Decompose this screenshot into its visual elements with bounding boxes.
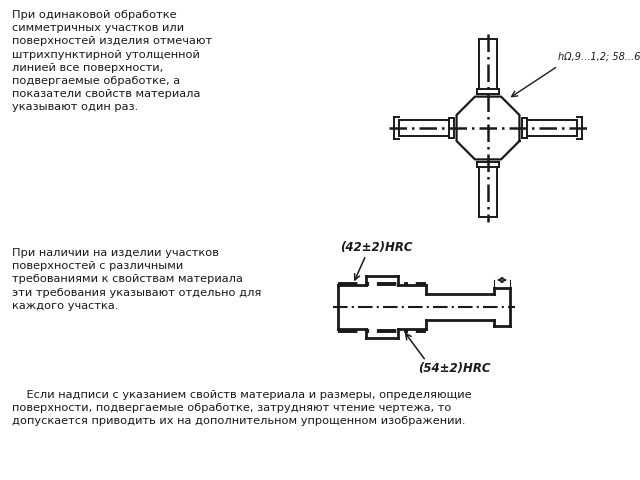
Text: При одинаковой обработке
симметричных участков или
поверхностей изделия отмечают: При одинаковой обработке симметричных уч… (12, 10, 212, 112)
Text: (54±2)HRC: (54±2)HRC (418, 362, 490, 375)
Text: (42±2)HRC: (42±2)HRC (340, 241, 413, 254)
Text: hΩ,9...1,2; 58...62HRC: hΩ,9...1,2; 58...62HRC (558, 52, 640, 62)
Text: При наличии на изделии участков
поверхностей с различными
требованиями к свойств: При наличии на изделии участков поверхно… (12, 248, 261, 311)
Text: Если надписи с указанием свойств материала и размеры, определяющие
поверхности, : Если надписи с указанием свойств материа… (12, 390, 472, 426)
